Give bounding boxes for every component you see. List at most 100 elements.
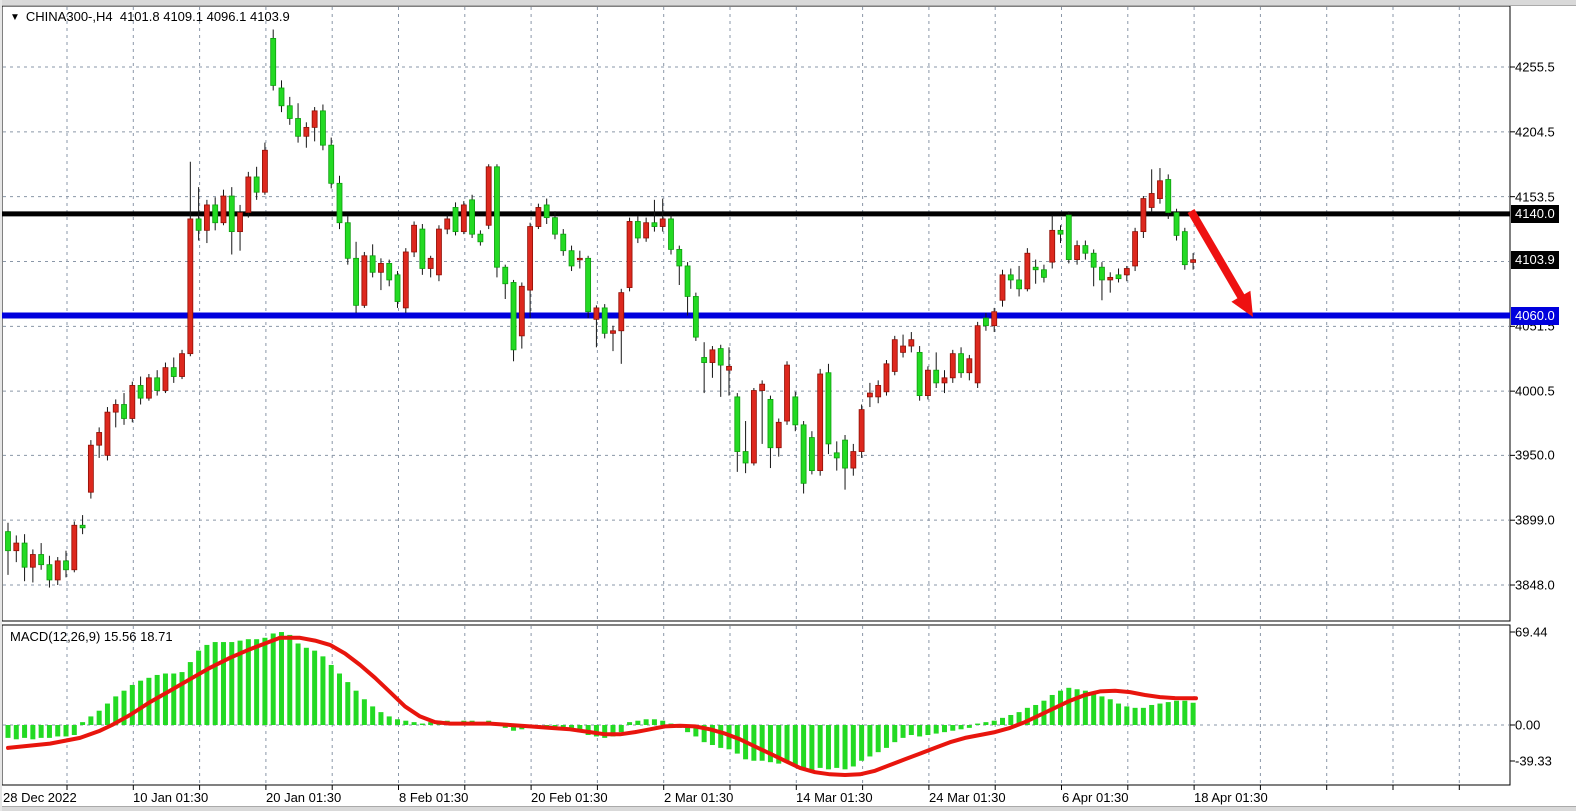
macd-histogram-bar <box>30 725 36 740</box>
candle-body <box>925 369 931 397</box>
macd-histogram-bar <box>966 725 972 728</box>
candle-body <box>527 226 534 291</box>
macd-histogram-bar <box>759 725 765 761</box>
trend-arrow-shaft[interactable] <box>1187 208 1248 304</box>
candle-body <box>452 207 459 233</box>
macd-histogram-bar <box>892 725 898 743</box>
candle-body <box>460 204 467 233</box>
macd-histogram-bar <box>320 656 326 725</box>
macd-histogram-bar <box>1016 712 1022 725</box>
time-label: 20 Jan 01:30 <box>266 790 342 805</box>
window-left-edge <box>0 0 2 811</box>
price-tick-label: 3950.0 <box>1515 447 1555 463</box>
time-label: 8 Feb 01:30 <box>399 790 469 805</box>
macd-histogram-bar <box>751 725 757 761</box>
candle-body <box>767 399 774 449</box>
candle-body <box>552 217 558 235</box>
candle-body <box>203 204 210 231</box>
macd-histogram-bar <box>1174 700 1180 725</box>
macd-histogram-bar <box>577 725 583 733</box>
macd-histogram-bar <box>386 716 392 725</box>
candle-body <box>411 224 417 253</box>
macd-histogram-bar <box>867 725 873 757</box>
candle-body <box>568 250 575 267</box>
macd-histogram-bar <box>651 719 657 725</box>
macd-histogram-bar <box>337 673 342 725</box>
candle-body <box>734 396 741 452</box>
macd-histogram-bar <box>171 673 177 725</box>
candle-body <box>825 372 832 445</box>
candle-body <box>394 274 401 302</box>
candle-body <box>668 218 674 250</box>
macd-histogram-bar <box>55 725 61 737</box>
candle-body <box>237 212 243 233</box>
macd-histogram-bar <box>933 725 939 734</box>
macd-histogram-bar <box>875 725 881 753</box>
candle-body <box>162 367 169 391</box>
macd-histogram-bar <box>1099 696 1105 725</box>
macd-histogram-bar <box>270 633 276 725</box>
macd-histogram-bar <box>983 722 989 725</box>
candle-body <box>518 285 525 337</box>
candle-body <box>510 282 517 351</box>
candle-body <box>436 228 442 276</box>
macd-histogram-bar <box>1132 707 1138 725</box>
macd-histogram-bar <box>618 725 624 733</box>
macd-histogram-bar <box>693 725 699 737</box>
candle-body <box>916 351 923 397</box>
candle-body <box>179 353 185 377</box>
macd-histogram-bar <box>660 720 666 725</box>
candle-body <box>220 195 227 224</box>
macd-histogram-bar <box>71 725 77 736</box>
candle-body <box>336 182 343 224</box>
macd-histogram-bar <box>303 647 309 725</box>
candle-body <box>983 317 989 327</box>
symbol-marker-icon[interactable]: ▼ <box>10 12 20 23</box>
macd-pane-frame[interactable] <box>1 624 1511 786</box>
candle-body <box>112 404 119 413</box>
candle-body <box>21 542 28 568</box>
candle-body <box>353 257 359 306</box>
candle-body <box>369 255 376 273</box>
candle-body <box>958 353 964 374</box>
candle-body <box>311 110 318 128</box>
candle-body <box>13 542 20 552</box>
macd-histogram-bar <box>395 719 401 725</box>
time-label: 18 Apr 01:30 <box>1194 790 1268 805</box>
macd-histogram-bar <box>1058 690 1064 725</box>
candle-body <box>1190 259 1197 263</box>
macd-histogram-bar <box>685 725 691 733</box>
macd-histogram-bar <box>212 642 218 725</box>
candle-body <box>974 325 981 384</box>
candle-body <box>54 560 61 581</box>
price-badge: 4103.9 <box>1511 250 1559 269</box>
trend-arrow-head[interactable] <box>1231 290 1253 317</box>
macd-histogram-bar <box>22 725 28 738</box>
macd-histogram-bar <box>5 725 11 738</box>
candle-body <box>676 249 683 267</box>
candle-body <box>253 176 260 193</box>
candle-body <box>187 218 194 355</box>
candle-body <box>303 126 310 137</box>
candle-body <box>1049 229 1056 263</box>
candle-body <box>999 274 1006 301</box>
price-tick-label: 4153.5 <box>1515 189 1555 205</box>
candle-body <box>245 176 252 213</box>
candle-body <box>129 385 136 419</box>
candle-body <box>427 257 434 269</box>
macd-histogram-bar <box>975 723 981 725</box>
candle-body <box>792 396 799 426</box>
macd-indicator-label: MACD(12,26,9) 15.56 18.71 <box>10 629 173 644</box>
macd-histogram-bar <box>643 719 649 725</box>
candle-body <box>1115 274 1122 280</box>
candle-body <box>576 257 583 261</box>
candle-body <box>808 437 815 472</box>
candle-body <box>1148 193 1155 208</box>
macd-histogram-bar <box>1107 699 1113 725</box>
macd-histogram-bar <box>718 725 724 748</box>
candle-body <box>817 373 824 472</box>
price-tick-label: 3899.0 <box>1515 512 1555 528</box>
time-label: 6 Apr 01:30 <box>1062 790 1129 805</box>
